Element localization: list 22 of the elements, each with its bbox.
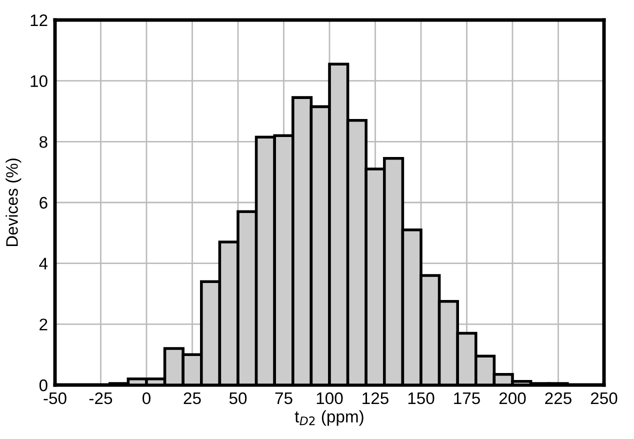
x-tick-label: 75 xyxy=(275,392,292,404)
x-tick-label: 100 xyxy=(316,392,343,404)
y-tick-label: 6 xyxy=(40,196,48,209)
x-tick-label: 225 xyxy=(545,392,572,404)
x-tick-label: 125 xyxy=(362,392,388,404)
x-tick-label: -25 xyxy=(89,392,112,404)
y-tick-label: 4 xyxy=(39,258,48,270)
y-tick-label: 10 xyxy=(30,75,48,88)
x-tick-label: 200 xyxy=(499,392,526,404)
x-tick-label: 0 xyxy=(142,392,150,404)
y-tick-label: 0 xyxy=(39,379,48,392)
y-axis-title: Devices (%) xyxy=(6,158,22,246)
y-tick-label: 2 xyxy=(40,318,48,330)
x-tick-label: -50 xyxy=(44,392,66,404)
y-tick-label: 12 xyxy=(30,14,48,26)
x-tick-label: 250 xyxy=(590,392,618,404)
x-axis-title: t$_{D2}$ (ppm) xyxy=(294,410,364,426)
x-tick-label: 25 xyxy=(184,392,201,404)
y-tick-label: 8 xyxy=(40,136,48,148)
x-tick-label: 150 xyxy=(408,392,434,404)
x-tick-label: 175 xyxy=(454,392,480,404)
x-tick-label: 50 xyxy=(229,392,247,404)
